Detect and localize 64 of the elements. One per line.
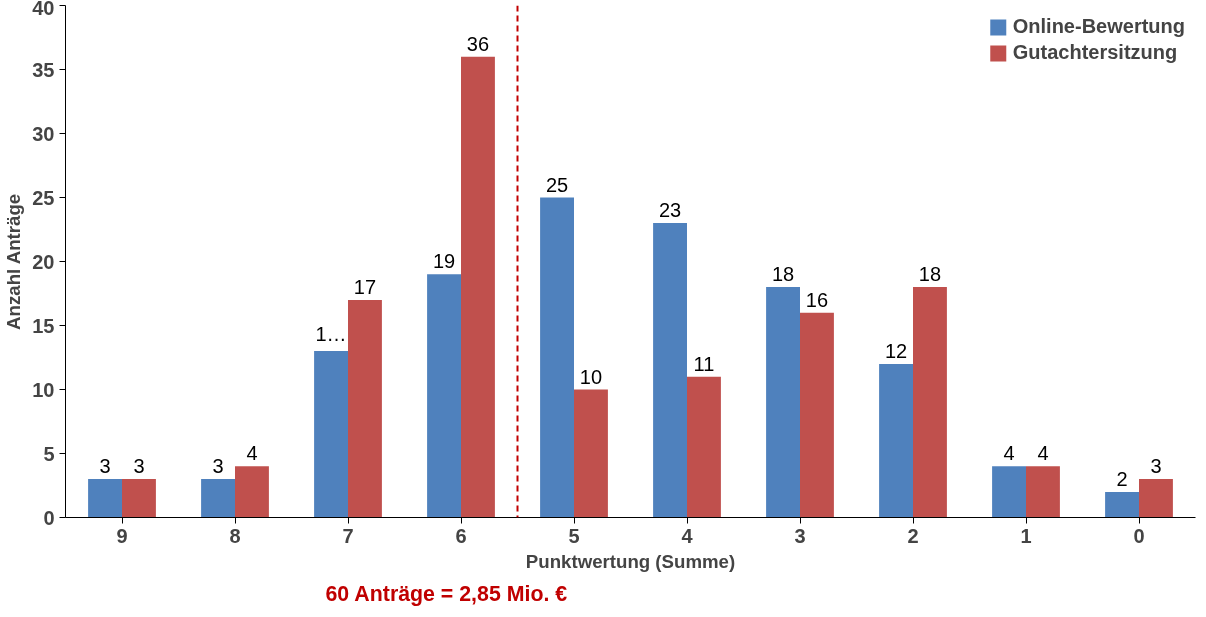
bar xyxy=(800,312,834,518)
y-tick-label: 20 xyxy=(32,250,55,273)
bar xyxy=(1026,466,1060,518)
x-tick-label: 9 xyxy=(116,524,128,547)
bar xyxy=(235,466,269,518)
x-tick-label: 1 xyxy=(1020,524,1032,547)
x-tick-label: 2 xyxy=(907,524,919,547)
bar xyxy=(1105,491,1139,518)
bar xyxy=(766,287,800,518)
y-tick-label: 35 xyxy=(32,58,55,81)
bar xyxy=(687,376,721,518)
y-tick-label: 0 xyxy=(43,506,55,529)
data-label: 4 xyxy=(1037,442,1049,465)
data-label: 4 xyxy=(1003,442,1015,465)
data-label: 4 xyxy=(246,442,258,465)
legend-label: Online-Bewertung xyxy=(1012,15,1185,38)
data-label: 3 xyxy=(99,455,111,478)
x-tick-label: 0 xyxy=(1133,524,1145,547)
x-axis-title: Punktwertung (Summe) xyxy=(525,550,736,572)
bar xyxy=(314,351,348,518)
bar xyxy=(992,466,1026,518)
bar xyxy=(879,363,913,518)
bar xyxy=(201,479,235,518)
bar xyxy=(540,197,574,518)
data-label: 25 xyxy=(545,173,569,196)
data-label: 17 xyxy=(353,275,377,298)
data-label: 10 xyxy=(579,365,603,388)
data-label: 19 xyxy=(432,250,456,273)
x-tick-label: 8 xyxy=(229,524,241,547)
data-label: 23 xyxy=(658,199,682,222)
y-tick-label: 30 xyxy=(32,122,55,145)
bar xyxy=(427,274,461,518)
y-tick-label: 25 xyxy=(32,186,55,209)
data-label: 3 xyxy=(1150,455,1162,478)
bar xyxy=(1139,479,1173,518)
data-label: 36 xyxy=(466,32,490,55)
x-tick-label: 4 xyxy=(681,524,694,547)
bar xyxy=(122,479,156,518)
data-label: 16 xyxy=(805,288,829,311)
bar xyxy=(653,223,687,518)
legend-label: Gutachtersitzung xyxy=(1012,41,1178,64)
bar xyxy=(574,389,608,518)
y-tick-label: 40 xyxy=(32,0,55,19)
x-tick-label: 6 xyxy=(455,524,467,547)
x-tick-label: 3 xyxy=(794,524,806,547)
text: 60 Anträge = 2,85 Mio. € xyxy=(325,581,568,606)
y-tick-label: 10 xyxy=(32,378,55,401)
y-tick-label: 15 xyxy=(32,314,55,337)
data-label: 18 xyxy=(771,263,795,286)
data-label: 3 xyxy=(212,455,224,478)
bar xyxy=(88,479,122,518)
bar xyxy=(461,56,495,518)
data-label: 1… xyxy=(315,323,347,346)
data-label: 11 xyxy=(693,352,715,375)
x-tick-label: 5 xyxy=(568,524,580,547)
y-axis-title: Anzahl Anträge xyxy=(3,193,25,330)
y-tick-label: 5 xyxy=(43,442,55,465)
x-tick-label: 7 xyxy=(342,524,354,547)
bar xyxy=(913,287,947,518)
data-label: 18 xyxy=(918,263,942,286)
data-label: 2 xyxy=(1116,467,1128,490)
bar xyxy=(348,299,382,518)
data-label: 3 xyxy=(133,455,145,478)
data-label: 12 xyxy=(884,339,908,362)
